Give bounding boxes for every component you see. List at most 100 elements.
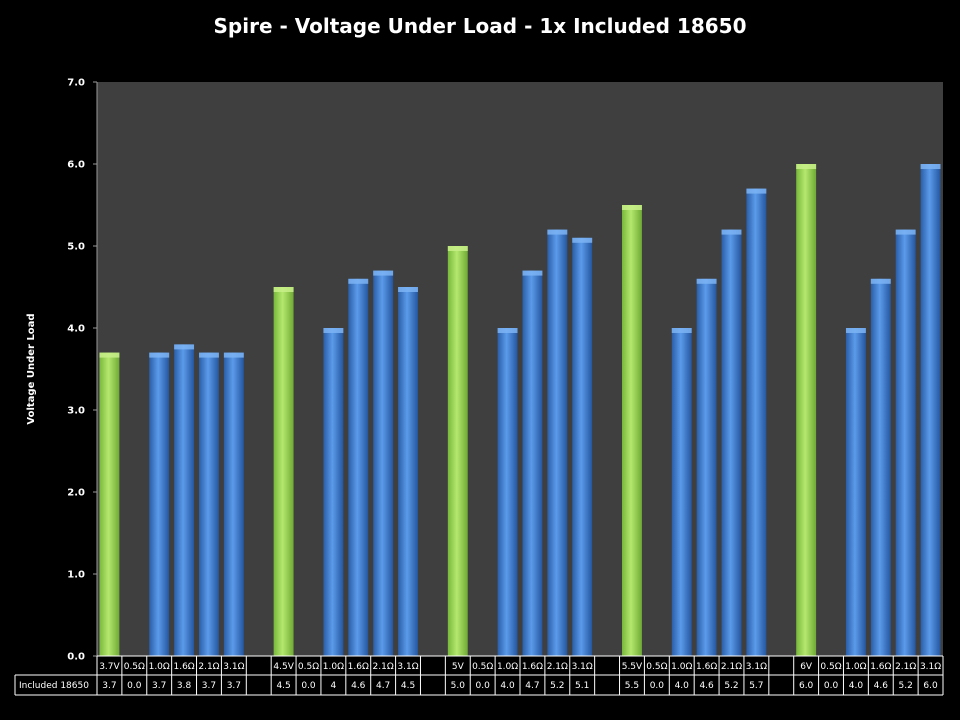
bar-top <box>447 246 468 251</box>
bars <box>99 164 941 657</box>
bar-body <box>671 328 692 656</box>
data-label: 5.0 <box>451 681 466 691</box>
data-label: 5.5 <box>625 681 639 691</box>
category-label: 3.7V <box>99 662 120 672</box>
category-label: 0.5Ω <box>298 662 319 672</box>
bar <box>398 287 418 656</box>
bar-body <box>348 278 369 656</box>
category-label: 0.5Ω <box>124 662 145 672</box>
data-label: 4.7 <box>525 681 539 691</box>
y-axis-label: Voltage Under Load <box>26 313 37 424</box>
bar-body <box>522 270 543 656</box>
bar-body <box>547 229 568 656</box>
category-label: 6V <box>800 662 813 672</box>
data-label: 4.0 <box>849 681 864 691</box>
y-tick-label: 4.0 <box>67 324 85 335</box>
category-label: 1.6Ω <box>348 662 369 672</box>
category-label: 1.0Ω <box>845 662 866 672</box>
bar-body <box>174 344 195 656</box>
bar <box>721 229 742 656</box>
data-label: 3.8 <box>177 681 192 691</box>
bar-top <box>273 287 294 292</box>
category-label: 2.1Ω <box>198 662 219 672</box>
bar <box>522 270 543 656</box>
bar-top <box>373 270 394 276</box>
bar-top <box>398 287 418 292</box>
category-label: 5V <box>452 662 465 672</box>
data-label: 0.0 <box>650 681 665 691</box>
bar <box>622 205 642 656</box>
y-axis: 0.0 1.0 2.0 3.0 4.0 5.0 6.0 7.0 <box>67 78 98 663</box>
chart-title: Spire - Voltage Under Load - 1x Included… <box>214 14 747 38</box>
bar-top <box>323 328 344 333</box>
bar-top <box>845 328 866 333</box>
bar-top <box>199 352 219 358</box>
data-label: 4.6 <box>699 681 714 691</box>
bar-top <box>348 278 369 284</box>
data-label: 3.7 <box>227 681 241 691</box>
bar-top <box>547 229 568 235</box>
y-tick-label: 5.0 <box>67 242 85 253</box>
category-label: 1.6Ω <box>173 662 194 672</box>
data-label: 4.0 <box>500 681 515 691</box>
data-label: 0.0 <box>127 681 142 691</box>
bar <box>845 328 866 656</box>
y-tick-label: 6.0 <box>67 160 85 171</box>
bar-top <box>99 352 120 358</box>
bar-top <box>895 229 916 235</box>
bar-body <box>870 278 891 656</box>
bar <box>895 229 916 656</box>
category-label: 2.1Ω <box>547 662 568 672</box>
bar-body <box>323 328 344 656</box>
category-label: 3.1Ω <box>746 662 767 672</box>
data-label: 4.6 <box>874 681 889 691</box>
bar-top <box>149 352 170 358</box>
bar-top <box>497 328 518 333</box>
category-label: 2.1Ω <box>721 662 742 672</box>
bar-top <box>622 205 642 210</box>
data-label: 5.2 <box>899 681 913 691</box>
bar-body <box>572 237 593 657</box>
bar <box>696 278 717 656</box>
category-label: 1.0Ω <box>497 662 518 672</box>
data-label: 6.0 <box>923 681 938 691</box>
bar <box>547 229 568 656</box>
bar <box>572 237 593 657</box>
bar <box>273 287 294 656</box>
category-label: 1.0Ω <box>149 662 170 672</box>
bar-body <box>447 246 468 656</box>
bar <box>870 278 891 656</box>
data-label: 0.0 <box>476 681 491 691</box>
bar <box>796 164 817 656</box>
bar-body <box>622 205 642 656</box>
bar <box>920 164 941 656</box>
bar-body <box>895 229 916 656</box>
bar-body <box>746 188 767 656</box>
category-label: 1.6Ω <box>870 662 891 672</box>
bar-body <box>920 164 941 656</box>
bar <box>447 246 468 656</box>
data-label: 0.0 <box>824 681 839 691</box>
bar-top <box>522 270 543 276</box>
data-label: 5.1 <box>575 681 589 691</box>
category-label: 1.0Ω <box>323 662 344 672</box>
bar-body <box>273 287 294 656</box>
bar <box>671 328 692 656</box>
bar-body <box>845 328 866 656</box>
bar-top <box>721 229 742 235</box>
bar-top <box>796 164 817 169</box>
data-label: 5.2 <box>724 681 738 691</box>
data-label: 5.7 <box>749 681 763 691</box>
data-label: 0.0 <box>301 681 316 691</box>
bar <box>746 188 767 656</box>
y-tick-label: 1.0 <box>67 570 85 581</box>
data-label: 5.2 <box>550 681 564 691</box>
category-label: 0.5Ω <box>820 662 841 672</box>
bar-top <box>870 278 891 284</box>
data-label: 4.5 <box>401 681 415 691</box>
category-label: 3.1Ω <box>397 662 418 672</box>
data-label: 6.0 <box>799 681 814 691</box>
bar <box>149 352 170 656</box>
bar-top <box>696 278 717 284</box>
